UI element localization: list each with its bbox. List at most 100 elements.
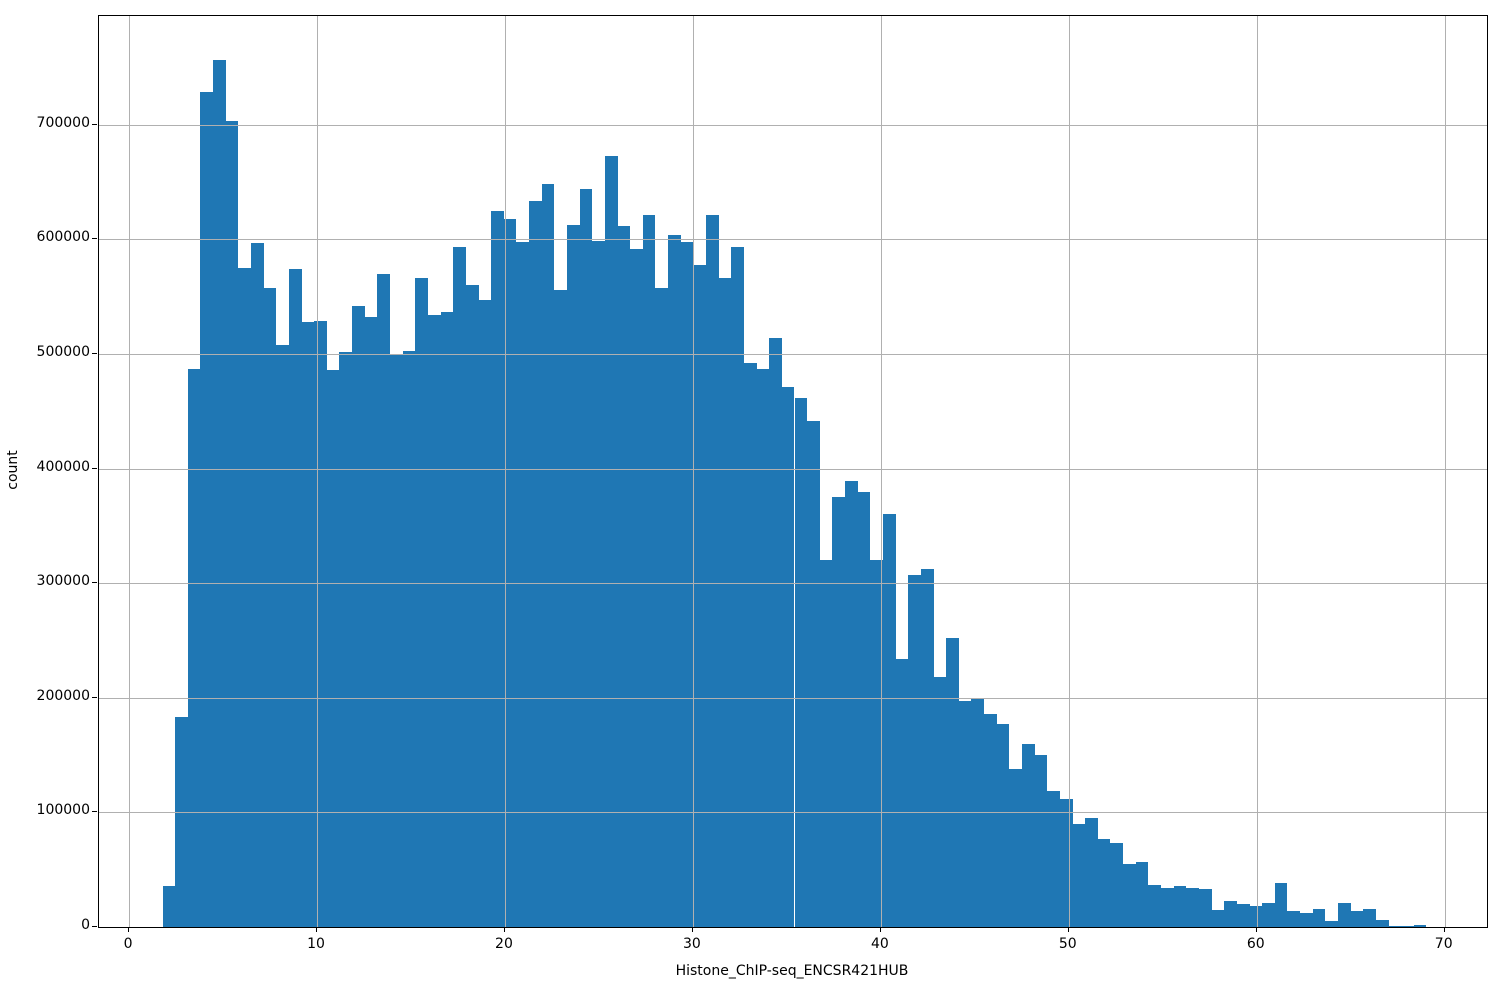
histogram-bar	[743, 363, 757, 927]
histogram-bar	[162, 885, 176, 927]
histogram-bar	[465, 285, 479, 927]
histogram-bar	[882, 514, 896, 927]
histogram-bar	[1363, 908, 1376, 927]
histogram-bar	[440, 311, 454, 927]
histogram-bar	[958, 701, 972, 927]
histogram-bar	[1224, 900, 1237, 927]
histogram-bar	[339, 351, 353, 927]
histogram-bar	[326, 370, 340, 927]
y-tick	[92, 123, 97, 125]
histogram-bar	[541, 184, 555, 927]
y-tick	[92, 582, 97, 584]
y-tick-label: 300000	[36, 573, 90, 590]
x-tick-label: 60	[1246, 936, 1265, 952]
histogram-bar	[187, 368, 201, 927]
histogram-bar	[693, 264, 706, 927]
y-tick-label: 400000	[36, 458, 90, 475]
histogram-bar	[781, 387, 795, 927]
histogram-bar	[1325, 921, 1338, 927]
histogram-bar	[1211, 909, 1225, 927]
histogram-bar	[200, 91, 214, 927]
histogram-bar	[1097, 838, 1111, 927]
histogram-bar	[301, 321, 315, 927]
histogram-bar	[668, 234, 681, 927]
histogram-bar	[630, 248, 643, 927]
plot-area	[98, 15, 1488, 928]
histogram-bar	[857, 491, 871, 927]
histogram-bar	[819, 560, 833, 927]
y-tick	[92, 696, 97, 698]
histogram-bar	[1072, 823, 1086, 927]
y-gridline	[99, 354, 1487, 356]
histogram-bar	[566, 224, 580, 927]
histogram-bar	[516, 241, 530, 927]
y-tick-label: 0	[81, 917, 90, 933]
x-axis-label: Histone_ChIP-seq_ENCSR421HUB	[675, 963, 909, 979]
histogram-bar	[1110, 843, 1124, 927]
histogram-bar	[238, 268, 251, 927]
histogram-bar	[1123, 863, 1136, 927]
histogram-bar	[288, 269, 302, 927]
y-gridline	[99, 124, 1487, 126]
histogram-bar	[1148, 884, 1162, 927]
histogram-bar	[276, 344, 289, 927]
histogram-bar	[845, 481, 858, 927]
y-tick-label: 500000	[36, 344, 90, 361]
x-tick-label: 30	[682, 936, 701, 952]
histogram-bar	[225, 121, 239, 927]
histogram-bar	[1274, 883, 1288, 927]
histogram-bar	[1388, 925, 1402, 927]
histogram-bar	[604, 155, 618, 927]
y-tick	[92, 238, 97, 240]
histogram-bar	[1022, 743, 1035, 927]
histogram-bar	[617, 225, 631, 927]
histogram-bar	[415, 278, 428, 927]
x-tick-label: 50	[1058, 936, 1077, 952]
histogram-bar	[503, 218, 517, 927]
histogram-bar	[642, 215, 656, 927]
histogram-bar	[756, 368, 770, 927]
histogram-bar	[1350, 910, 1364, 927]
y-gridline	[99, 468, 1487, 470]
histogram-bar	[579, 189, 593, 927]
x-gridline	[129, 16, 131, 927]
y-gridline	[99, 812, 1487, 814]
histogram-bar	[478, 300, 492, 927]
y-gridline	[99, 239, 1487, 241]
y-tick	[92, 926, 97, 927]
histogram-bar	[1034, 755, 1048, 927]
x-tick-label: 20	[495, 936, 513, 952]
histogram-bar	[794, 397, 808, 927]
y-tick	[92, 811, 97, 813]
histogram-bar	[1173, 885, 1187, 927]
histogram-bar	[554, 289, 567, 927]
histogram-bar	[870, 560, 883, 927]
x-gridline	[504, 16, 506, 927]
y-axis-label: count	[5, 450, 21, 490]
histogram-bar	[1262, 902, 1275, 927]
histogram-bar	[213, 59, 226, 927]
y-tick-label: 600000	[36, 229, 90, 246]
histogram-bar	[1287, 910, 1301, 927]
histogram-bar	[377, 273, 391, 927]
histogram-bar	[680, 241, 694, 927]
histogram-bar	[731, 247, 744, 927]
x-gridline	[1256, 16, 1258, 927]
histogram-bar	[769, 338, 782, 927]
histogram-bar	[1161, 888, 1174, 927]
x-tick	[128, 927, 130, 932]
x-gridline	[880, 16, 882, 927]
histogram-bar	[175, 717, 188, 927]
x-gridline	[692, 16, 694, 927]
histogram-bar	[1236, 904, 1250, 927]
x-tick-label: 40	[870, 936, 889, 952]
histogram-bar	[1401, 925, 1414, 927]
histogram-bar	[807, 420, 820, 927]
histogram-bar	[1186, 888, 1199, 927]
histogram-bar	[1375, 920, 1389, 927]
histogram-bar	[984, 713, 997, 927]
histogram-bar	[933, 677, 947, 927]
histogram-bar	[491, 210, 504, 927]
histogram-bar	[364, 317, 378, 927]
histogram-bar	[1338, 902, 1351, 927]
